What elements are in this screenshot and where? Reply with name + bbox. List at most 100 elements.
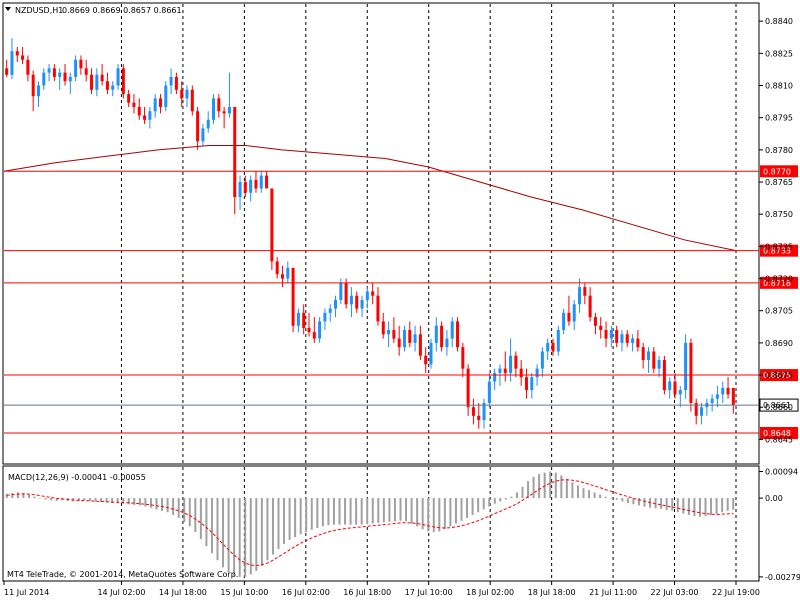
bull-candle (509, 355, 513, 373)
level-price-box (760, 244, 798, 257)
x-tick-label: 11 Jul 2014 (4, 588, 49, 597)
macd-bar (88, 498, 91, 501)
bear-candle (270, 188, 274, 262)
bull-candle (668, 381, 672, 391)
x-tick-label: 22 Jul 19:00 (712, 588, 760, 597)
macd-bar (632, 498, 635, 505)
bull-candle (68, 76, 72, 82)
macd-bar (432, 498, 435, 532)
y-tick-label: 0.8675 (765, 371, 793, 380)
macd-bar (454, 498, 457, 524)
bear-candle (652, 351, 656, 369)
bear-candle (344, 282, 348, 305)
bear-candle (381, 321, 385, 335)
x-tick-label: 17 Jul 10:00 (405, 588, 453, 597)
bear-candle (79, 59, 83, 69)
macd-bar (22, 492, 25, 499)
macd-bar (610, 498, 613, 499)
macd-bar (149, 498, 152, 508)
macd-bar (144, 498, 147, 507)
macd-bar (493, 498, 496, 504)
bull-candle (318, 321, 322, 339)
x-tick-label: 18 Jul 18:00 (528, 588, 576, 597)
macd-bar (676, 498, 679, 513)
bear-candle (456, 321, 460, 348)
macd-bar (194, 498, 197, 532)
macd-bar (388, 498, 391, 522)
grid-layer (120, 4, 737, 580)
bear-candle (440, 325, 444, 348)
bear-candle (418, 334, 422, 356)
level-price-box (760, 276, 798, 289)
bear-candle (105, 81, 109, 90)
bull-candle (360, 299, 364, 309)
level-price-box (760, 426, 798, 439)
macd-bar (55, 498, 58, 501)
macd-bar (687, 498, 690, 516)
macd-bar (665, 498, 668, 510)
macd-y-tick-label: 0.00 (765, 494, 783, 503)
bull-candle (721, 387, 725, 395)
bear-candle (312, 332, 316, 339)
dropdown-triangle-icon[interactable] (5, 7, 11, 11)
macd-bar (44, 498, 47, 500)
macd-bar (443, 498, 446, 530)
bear-candle (726, 387, 730, 395)
bear-candle (5, 68, 9, 75)
macd-bar (449, 498, 452, 527)
macd-bar (621, 498, 624, 502)
bull-candle (646, 351, 650, 361)
bull-candle (259, 175, 263, 189)
bull-candle (328, 308, 332, 313)
macd-bar (111, 498, 114, 504)
macd-bar (565, 478, 568, 499)
y-tick-label: 0.8690 (765, 339, 793, 348)
bear-candle (604, 330, 608, 339)
macd-bar (726, 498, 729, 511)
macd-bar (11, 492, 14, 499)
y-tick-label: 0.8705 (765, 307, 793, 316)
bull-candle (206, 119, 210, 129)
bear-candle (599, 325, 603, 331)
bull-candle (185, 89, 189, 99)
macd-bar (227, 498, 230, 573)
bull-candle (111, 85, 115, 90)
macd-bar (260, 498, 263, 566)
macd-bar (637, 498, 640, 506)
bear-candle (392, 330, 396, 339)
bear-candle (158, 98, 162, 107)
macd-bar (543, 472, 546, 499)
macd-bar (499, 498, 502, 502)
bear-candle (180, 89, 184, 99)
bear-candle (689, 342, 693, 403)
main-plot-frame (2, 2, 760, 465)
level-price-label: 0.8733 (763, 247, 791, 256)
bear-candle (673, 381, 677, 395)
macd-signal-line (6, 479, 734, 567)
bull-candle (482, 402, 486, 421)
macd-bar (660, 498, 663, 509)
macd-bar (355, 498, 358, 525)
current-price-box (759, 398, 799, 412)
macd-bar (222, 498, 225, 568)
macd-bar (427, 498, 430, 532)
macd-bar (366, 498, 369, 525)
bear-candle (376, 295, 380, 322)
macd-bar (576, 485, 579, 499)
bear-candle (524, 377, 528, 391)
macd-bar (166, 498, 169, 513)
bear-candle (593, 317, 597, 326)
macd-bar (210, 498, 213, 554)
macd-bar (133, 498, 136, 505)
bear-candle (461, 347, 465, 369)
bear-candle (641, 347, 645, 361)
macd-bar (471, 498, 474, 516)
bull-candle (710, 398, 714, 403)
bear-candle (625, 334, 629, 343)
macd-bar (710, 498, 713, 516)
macd-bar (177, 498, 180, 518)
macd-bar (316, 498, 319, 529)
macd-bar (560, 475, 563, 499)
